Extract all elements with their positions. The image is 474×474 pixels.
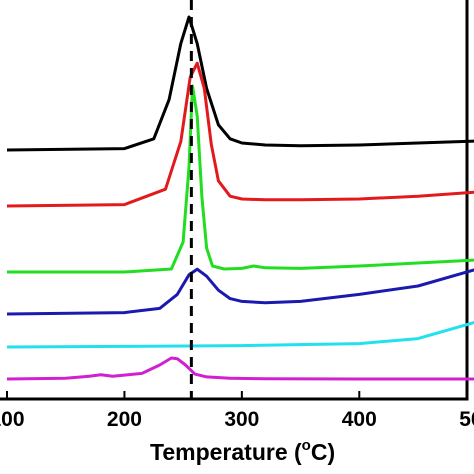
- series-line-6: [6, 356, 474, 381]
- x-axis-title: Temperature (oC): [150, 437, 335, 465]
- x-axis-ticks: 100200300400500600700800: [0, 391, 474, 431]
- series-line-5: [6, 321, 474, 349]
- x-tick-label: 400: [342, 408, 377, 431]
- x-axis-title-superscript: o: [302, 437, 311, 454]
- series-line-1: [6, 15, 474, 152]
- plot-frame: [0, 0, 469, 401]
- x-axis-title-unit: C): [311, 439, 335, 465]
- x-tick-label: 200: [107, 408, 142, 431]
- series-layer: [6, 15, 474, 381]
- x-tick-label: 500: [459, 408, 474, 431]
- series-line-4: [6, 267, 474, 316]
- x-axis-title-text: Temperature (: [150, 439, 302, 465]
- x-tick-label: 300: [224, 408, 259, 431]
- series-line-3: [7, 84, 474, 274]
- x-tick-label: 100: [0, 408, 25, 431]
- series-line-2: [6, 61, 474, 208]
